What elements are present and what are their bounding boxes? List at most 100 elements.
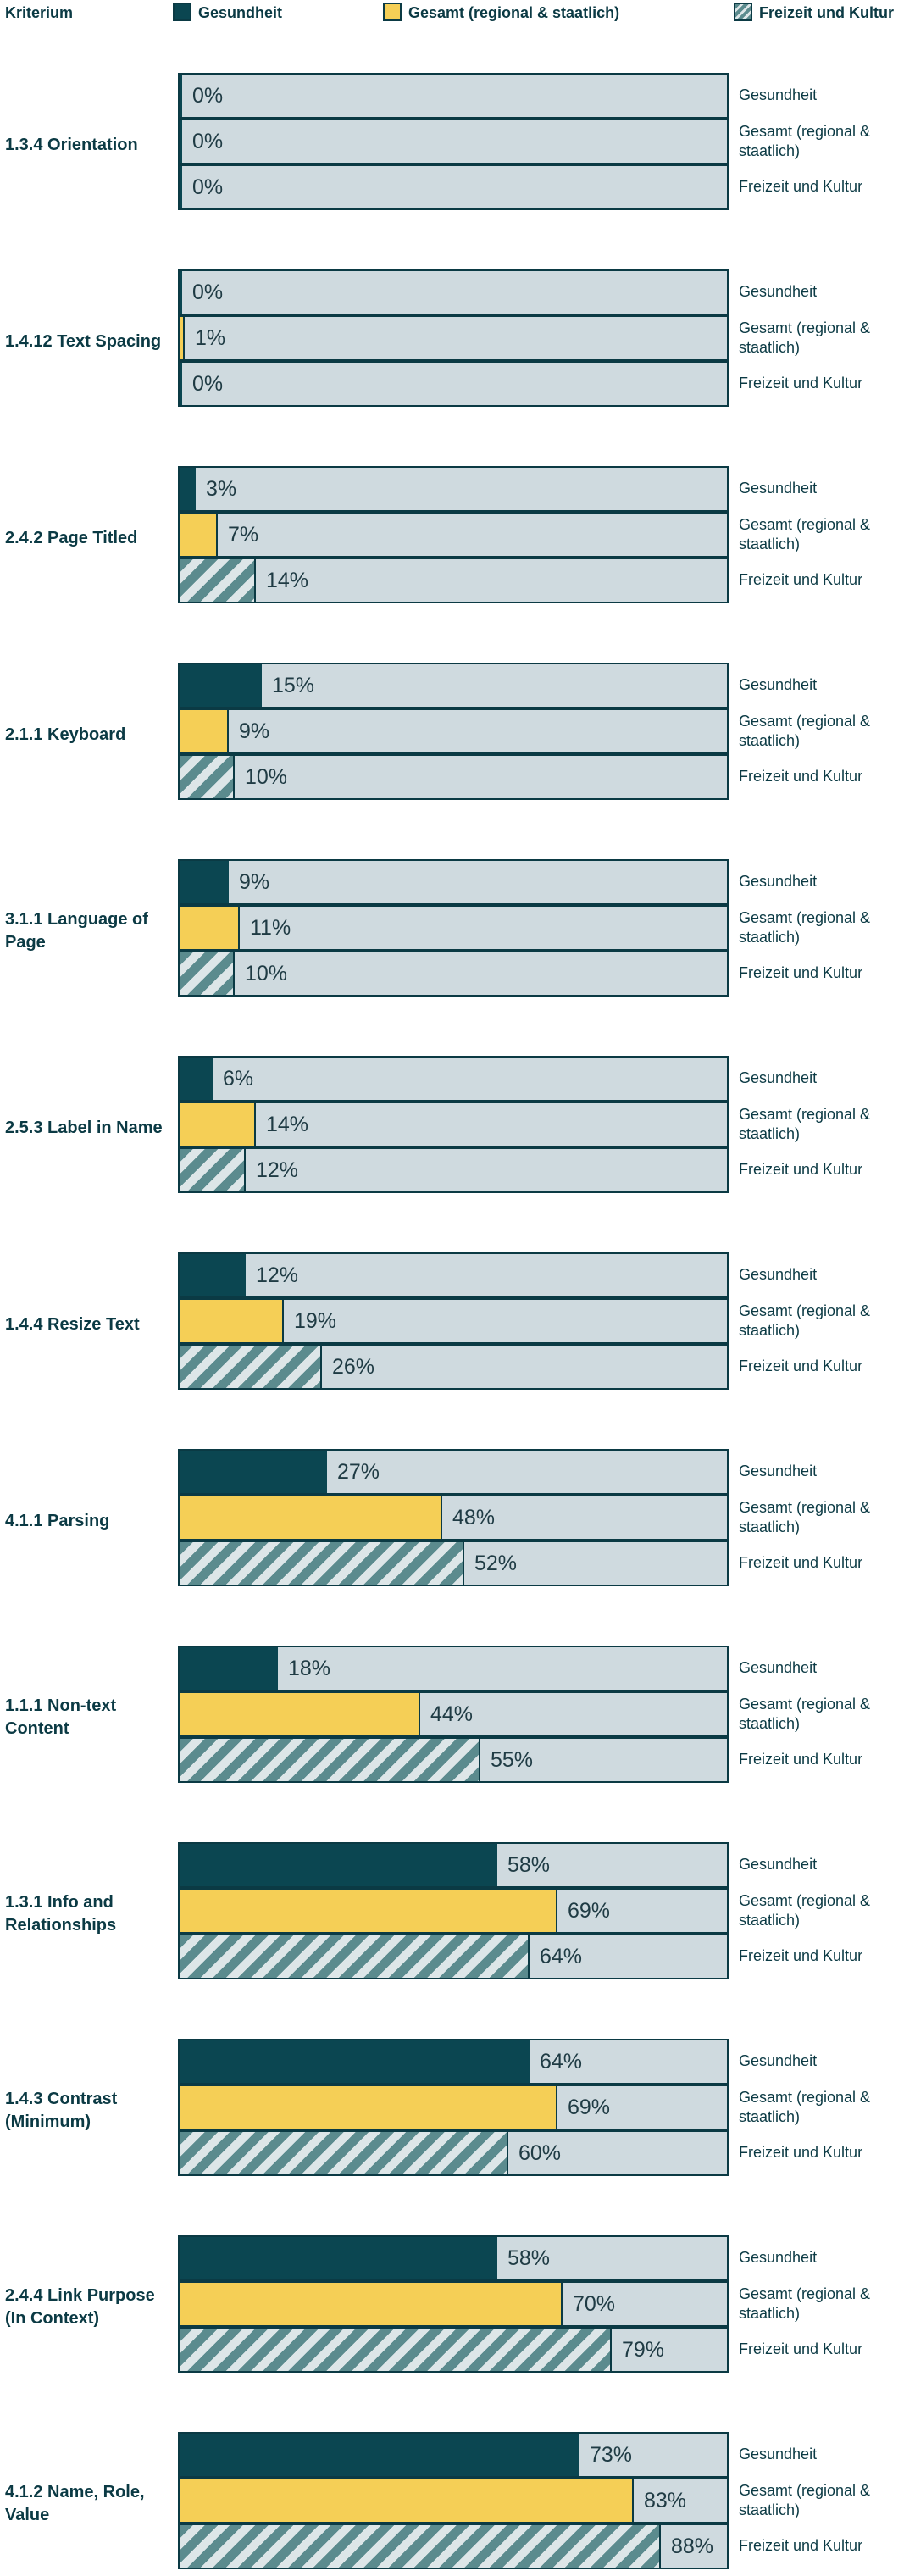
bar-freizeit xyxy=(180,2132,508,2174)
bar-row-gesamt: 48% Gesamt (regional & staatlich) xyxy=(0,1495,915,1541)
bar-row-freizeit: 12% Freizeit und Kultur xyxy=(0,1147,915,1193)
series-row-label: Gesundheit xyxy=(739,1659,818,1677)
bar-row-gesundheit: 18% Gesundheit xyxy=(0,1646,915,1691)
bar-value-label: 0% xyxy=(192,130,224,153)
bar-value-label: 1% xyxy=(195,326,226,350)
series-row-label: Gesundheit xyxy=(739,1069,818,1087)
series-row-label: Gesundheit xyxy=(739,873,818,891)
bar-row-gesundheit: 27% Gesundheit xyxy=(0,1449,915,1495)
bar-gesamt xyxy=(180,2283,563,2325)
series-row-label: Gesundheit xyxy=(739,1856,818,1874)
bar-gesundheit xyxy=(180,664,262,707)
criterion-group: 1.3.4 Orientation 0% Gesundheit 0% Gesamt (r… xyxy=(0,73,915,217)
bar-track: 6% xyxy=(178,1056,729,1102)
legend-label-gesundheit: Gesundheit xyxy=(198,4,283,21)
bar-track: 52% xyxy=(178,1541,729,1586)
chart-legend: Kriterium Gesundheit Gesamt (regional & … xyxy=(0,0,915,25)
bar-value-label: 10% xyxy=(245,962,288,985)
bar-value-label: 44% xyxy=(430,1702,474,1726)
criterion-label: 2.5.3 Label in Name xyxy=(5,1118,163,1137)
criterion-group: 3.1.1 Language of Page 9% Gesundheit 11% Ges… xyxy=(0,859,915,1003)
series-row-label: Gesundheit xyxy=(739,480,818,497)
bar-track: 26% xyxy=(178,1344,729,1390)
bar-freizeit xyxy=(180,559,256,602)
bar-gesamt xyxy=(180,1300,284,1342)
bar-row-gesamt: 69% Gesamt (regional & staatlich) xyxy=(0,1888,915,1934)
bar-track: 64% xyxy=(178,1934,729,1979)
bar-gesamt xyxy=(180,1890,557,1932)
bar-value-label: 48% xyxy=(452,1506,496,1530)
series-row-label: Gesamt (regional & staatlich) xyxy=(739,1891,871,1929)
bar-freizeit xyxy=(180,363,182,405)
series-row-label: Gesundheit xyxy=(739,1463,818,1480)
bar-track: 88% xyxy=(178,2523,729,2569)
bar-value-label: 69% xyxy=(568,2096,611,2119)
bar-freizeit xyxy=(180,1149,246,1191)
bar-freizeit xyxy=(180,1739,480,1781)
bar-value-label: 27% xyxy=(337,1460,380,1484)
bar-value-label: 55% xyxy=(491,1748,534,1772)
bar-row-freizeit: 55% Freizeit und Kultur xyxy=(0,1737,915,1783)
bar-row-gesamt: 69% Gesamt (regional & staatlich) xyxy=(0,2085,915,2130)
bar-row-freizeit: 88% Freizeit und Kultur xyxy=(0,2523,915,2569)
bar-track: 19% xyxy=(178,1298,729,1344)
series-row-label: Freizeit und Kultur xyxy=(739,1554,863,1572)
bar-track: 73% xyxy=(178,2432,729,2478)
bar-freizeit xyxy=(180,2329,612,2371)
legend-label-gesamt: Gesamt (regional & staatlich) xyxy=(408,4,620,21)
legend-swatch-gesamt xyxy=(383,3,402,21)
bar-track: 69% xyxy=(178,1888,729,1934)
series-row-label: Gesamt (regional & staatlich) xyxy=(739,2481,871,2518)
bar-gesundheit xyxy=(180,1254,246,1296)
bar-track: 11% xyxy=(178,905,729,951)
series-row-label: Gesundheit xyxy=(739,2446,818,2463)
bar-track: 3% xyxy=(178,466,729,512)
series-row-label: Freizeit und Kultur xyxy=(739,1751,863,1768)
bar-row-gesundheit: 6% Gesundheit xyxy=(0,1056,915,1102)
series-row-label: Gesamt (regional & staatlich) xyxy=(739,1498,871,1535)
bar-track: 0% xyxy=(178,361,729,407)
criterion-label: 2.4.2 Page Titled xyxy=(5,528,138,547)
bar-value-label: 7% xyxy=(228,523,259,547)
series-row-label: Gesundheit xyxy=(739,1266,818,1284)
bar-track: 0% xyxy=(178,73,729,119)
bar-value-label: 70% xyxy=(573,2292,616,2316)
bar-gesundheit xyxy=(180,1451,327,1493)
bar-value-label: 60% xyxy=(518,2141,562,2165)
bar-track: 60% xyxy=(178,2130,729,2176)
bar-track: 18% xyxy=(178,1646,729,1691)
bar-gesundheit xyxy=(180,1058,213,1100)
criterion-group: 4.1.1 Parsing 27% Gesundheit 48% Gesamt (reg… xyxy=(0,1449,915,1593)
series-row-label: Freizeit und Kultur xyxy=(739,571,863,589)
criterion-label: 4.1.2 Name, Role, Value xyxy=(5,2483,145,2524)
bar-row-gesamt: 11% Gesamt (regional & staatlich) xyxy=(0,905,915,951)
bar-value-label: 19% xyxy=(294,1309,337,1333)
bar-row-gesamt: 9% Gesamt (regional & staatlich) xyxy=(0,708,915,754)
bar-row-freizeit: 0% Freizeit und Kultur xyxy=(0,164,915,210)
criterion-label: 4.1.1 Parsing xyxy=(5,1511,110,1530)
bar-row-gesundheit: 64% Gesundheit xyxy=(0,2039,915,2085)
bar-gesamt xyxy=(180,907,240,949)
bar-row-gesamt: 44% Gesamt (regional & staatlich) xyxy=(0,1691,915,1737)
bar-row-gesundheit: 0% Gesundheit xyxy=(0,73,915,119)
bar-freizeit xyxy=(180,2525,661,2568)
bar-track: 64% xyxy=(178,2039,729,2085)
bar-gesundheit xyxy=(180,75,182,117)
bar-gesundheit xyxy=(180,861,229,903)
series-row-label: Freizeit und Kultur xyxy=(739,2144,863,2162)
bar-row-gesundheit: 9% Gesundheit xyxy=(0,859,915,905)
bar-value-label: 64% xyxy=(540,2050,583,2074)
bar-gesamt xyxy=(180,120,182,163)
bar-value-label: 14% xyxy=(266,1113,309,1136)
criterion-group: 4.1.2 Name, Role, Value 73% Gesundheit 83% G… xyxy=(0,2432,915,2576)
bar-track: 27% xyxy=(178,1449,729,1495)
bar-gesundheit xyxy=(180,2237,497,2279)
bar-track: 0% xyxy=(178,119,729,164)
criterion-group: 2.1.1 Keyboard 15% Gesundheit 9% Gesamt (reg… xyxy=(0,663,915,807)
bar-value-label: 73% xyxy=(590,2443,633,2467)
bar-row-gesundheit: 12% Gesundheit xyxy=(0,1252,915,1298)
bar-row-freizeit: 64% Freizeit und Kultur xyxy=(0,1934,915,1979)
bar-gesamt xyxy=(180,317,185,359)
criterion-label: 1.3.4 Orientation xyxy=(5,135,138,154)
bar-gesamt xyxy=(180,1496,442,1539)
